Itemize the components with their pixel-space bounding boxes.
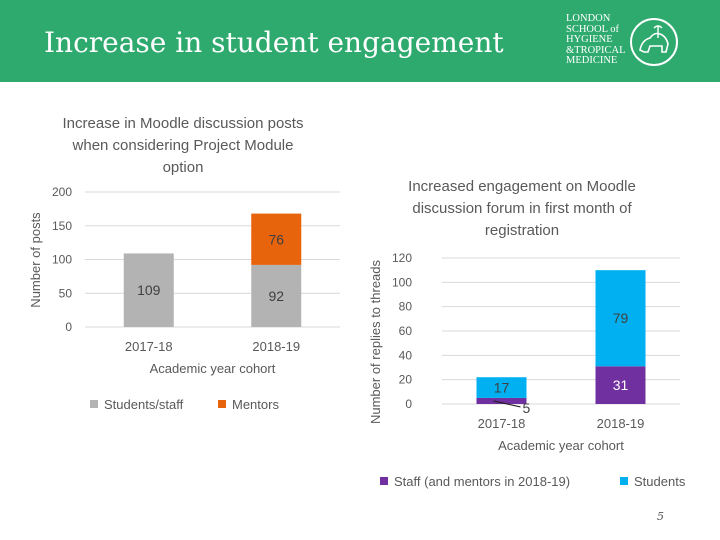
data-label: 79	[613, 310, 629, 326]
lshtm-logo: LONDON SCHOOL of HYGIENE &TROPICAL MEDIC…	[566, 13, 684, 70]
page-number: 5	[657, 510, 664, 523]
x-tick-label: 2018-19	[597, 416, 645, 431]
data-label: 5	[523, 400, 531, 416]
bar-segment	[251, 264, 302, 327]
data-label-leader	[493, 400, 521, 408]
chart-forum-replies-svg: Increased engagement on Moodle discussion…	[368, 178, 686, 489]
y-tick-label: 20	[399, 373, 413, 387]
logo-line: SCHOOL of	[566, 23, 619, 35]
bar-segment	[595, 366, 646, 404]
legend-label: Staff (and mentors in 2018-19)	[394, 474, 570, 489]
crest-icon	[630, 18, 678, 66]
chart-moodle-posts: Increase in Moodle discussion posts when …	[10, 110, 350, 420]
x-tick-label: 2017-18	[478, 416, 526, 431]
y-tick-label: 100	[52, 253, 72, 267]
bar-segment	[595, 270, 646, 367]
legend-swatch	[218, 400, 226, 408]
chart-title-line: option	[163, 159, 204, 176]
y-tick-label: 40	[399, 348, 413, 362]
legend-swatch	[380, 477, 388, 485]
chart-moodle-posts-svg: Increase in Moodle discussion posts when …	[28, 115, 340, 412]
data-label: 31	[613, 377, 629, 393]
chart-title-line: discussion forum in first month of	[412, 200, 632, 217]
x-axis-label: Academic year cohort	[150, 361, 276, 376]
legend-swatch	[90, 400, 98, 408]
chart-title-line: Increase in Moodle discussion posts	[63, 115, 304, 132]
logo-line: &TROPICAL	[566, 44, 626, 56]
y-tick-label: 50	[59, 286, 73, 300]
chart-title-line: Increased engagement on Moodle	[408, 178, 636, 195]
logo-line: MEDICINE	[566, 55, 618, 66]
legend-label: Students	[634, 474, 686, 489]
data-label: 109	[137, 282, 161, 298]
chart-title-line: when considering Project Module	[72, 137, 294, 154]
y-axis-label: Number of replies to threads	[368, 259, 383, 424]
logo-line: LONDON	[566, 13, 611, 24]
data-label: 76	[268, 231, 284, 247]
slide-title: Increase in student engagement	[44, 26, 504, 59]
x-tick-label: 2018-19	[252, 339, 300, 354]
y-tick-label: 150	[52, 219, 72, 233]
y-tick-label: 60	[399, 324, 413, 338]
x-axis-label: Academic year cohort	[498, 438, 624, 453]
chart-forum-replies: Increased engagement on Moodle discussion…	[362, 172, 702, 502]
y-tick-label: 0	[405, 397, 412, 411]
data-label: 92	[268, 288, 284, 304]
y-tick-label: 200	[52, 185, 72, 199]
y-tick-label: 0	[65, 320, 72, 334]
logo-line: HYGIENE	[566, 34, 613, 45]
data-label: 17	[494, 380, 510, 396]
legend-label: Students/staff	[104, 397, 184, 412]
x-tick-label: 2017-18	[125, 339, 173, 354]
legend-swatch	[620, 477, 628, 485]
legend-label: Mentors	[232, 397, 279, 412]
bar-segment	[476, 377, 527, 398]
bar-segment	[123, 253, 174, 327]
bar-segment	[476, 397, 527, 404]
header-bar: Increase in student engagement LONDON SC…	[0, 0, 720, 82]
y-tick-label: 100	[392, 275, 412, 289]
chart-title-line: registration	[485, 222, 559, 239]
bar-segment	[251, 213, 302, 265]
y-tick-label: 120	[392, 251, 412, 265]
logo-text: LONDON SCHOOL of HYGIENE &TROPICAL MEDIC…	[566, 13, 626, 67]
y-tick-label: 80	[399, 300, 413, 314]
y-axis-label: Number of posts	[28, 212, 43, 308]
